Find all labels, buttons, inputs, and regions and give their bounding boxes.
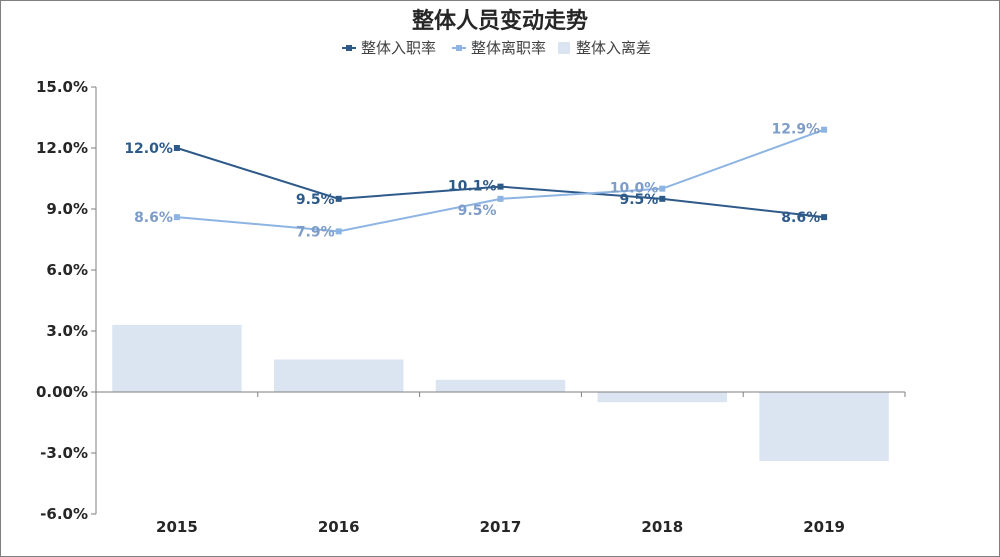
data-label-exit-2015: 8.6% xyxy=(134,210,173,226)
data-label-exit-2019: 12.9% xyxy=(772,122,821,138)
bars-layer xyxy=(112,324,889,462)
legend: 整体入职率 整体离职率 整体入离差 xyxy=(342,39,651,57)
point-entry-2019 xyxy=(821,214,828,221)
point-entry-2017 xyxy=(497,183,504,190)
data-label-entry-2015: 12.0% xyxy=(124,141,173,157)
point-exit-2015 xyxy=(173,214,180,221)
bar-diff-2016 xyxy=(273,359,404,392)
legend-diff-label: 整体入离差 xyxy=(576,39,651,57)
point-entry-2018 xyxy=(659,195,666,202)
point-exit-2018 xyxy=(659,185,666,192)
chart-title: 整体人员变动走势 xyxy=(412,8,588,34)
legend-diff-swatch xyxy=(558,42,570,54)
x-tick-label: 2019 xyxy=(803,518,845,536)
legend-item-exit: 整体离职率 xyxy=(452,39,546,57)
legend-entry-marker xyxy=(346,45,352,51)
y-tick-label: -6.0% xyxy=(40,505,88,523)
x-tick-label: 2018 xyxy=(641,518,683,536)
legend-item-diff: 整体入离差 xyxy=(558,39,651,57)
data-label-exit-2016: 7.9% xyxy=(296,224,335,240)
lines-layer xyxy=(173,126,828,235)
x-tick-label: 2015 xyxy=(156,518,198,536)
y-tick-label: 6.0% xyxy=(46,261,88,279)
data-label-exit-2017: 9.5% xyxy=(458,203,497,219)
point-entry-2016 xyxy=(335,195,342,202)
data-label-exit-2018: 10.0% xyxy=(610,181,659,197)
bar-diff-2015 xyxy=(112,324,242,392)
y-tick-label: 0.00% xyxy=(36,383,88,401)
line-exit xyxy=(176,128,825,233)
y-tick-label: -3.0% xyxy=(40,444,88,462)
legend-entry-label: 整体入职率 xyxy=(361,39,436,57)
line-entry xyxy=(176,147,825,219)
point-exit-2016 xyxy=(335,228,342,235)
x-tick-label: 2016 xyxy=(318,518,360,536)
data-label-entry-2016: 9.5% xyxy=(296,192,335,208)
point-exit-2017 xyxy=(497,195,504,202)
point-entry-2015 xyxy=(173,145,180,151)
labels-layer: 12.0%9.5%10.1%9.5%8.6%8.6%7.9%9.5%10.0%1… xyxy=(124,122,820,241)
bar-diff-2018 xyxy=(597,392,728,403)
y-tick-label: 9.0% xyxy=(46,200,88,218)
y-tick-label: 15.0% xyxy=(36,78,88,96)
x-tick-label: 2017 xyxy=(480,518,522,536)
y-tick-label: 12.0% xyxy=(36,139,88,157)
axes-layer: 15.0% 12.0% 9.0% 6.0% 3.0% 0.00% -3.0% -6.0% 201… xyxy=(36,78,906,536)
y-tick-label: 3.0% xyxy=(46,322,88,340)
legend-exit-label: 整体离职率 xyxy=(471,39,546,57)
point-exit-2019 xyxy=(821,126,828,133)
bar-diff-2019 xyxy=(759,392,889,462)
legend-exit-marker xyxy=(456,45,462,51)
legend-item-entry: 整体入职率 xyxy=(342,39,436,57)
data-label-entry-2018: 9.5% xyxy=(619,192,658,208)
data-label-entry-2017: 10.1% xyxy=(448,179,497,195)
bar-diff-2017 xyxy=(435,379,566,392)
data-label-entry-2019: 8.6% xyxy=(781,210,820,226)
